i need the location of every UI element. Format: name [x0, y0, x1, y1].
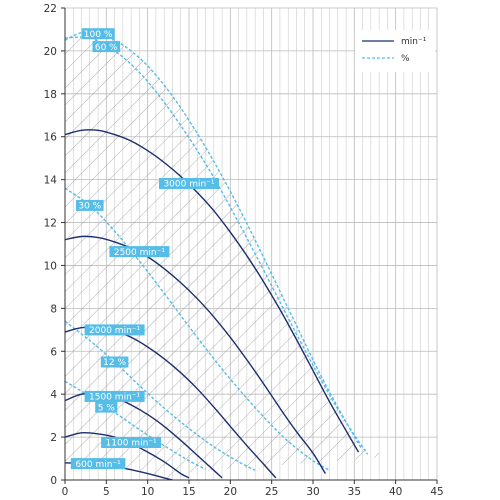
y-tick-label: 4 — [50, 389, 57, 401]
legend-box — [355, 30, 435, 72]
speed-label-3000-min: 3000 min⁻¹ — [163, 180, 214, 190]
efficiency-label-60: 60 % — [95, 43, 118, 53]
y-tick-label: 10 — [44, 260, 57, 272]
efficiency-curves — [65, 31, 369, 471]
y-tick-label: 12 — [44, 218, 57, 230]
efficiency-label-12: 12 % — [103, 358, 126, 368]
x-tick-label: 30 — [306, 486, 319, 498]
x-tick-label: 25 — [265, 486, 278, 498]
speed-label-2500-min: 2500 min⁻¹ — [114, 248, 165, 258]
efficiency-curve-100 — [65, 31, 362, 449]
efficiency-label-30: 30 % — [78, 202, 101, 212]
y-tick-label: 2 — [50, 432, 57, 444]
x-tick-label: 35 — [348, 486, 361, 498]
speed-label-600-min: 600 min⁻¹ — [75, 460, 121, 470]
efficiency-curve-30 — [65, 187, 330, 471]
y-tick-label: 6 — [50, 346, 57, 358]
speed-label-1100-min-bg — [101, 437, 162, 448]
legend-efficiency-label: % — [401, 54, 410, 64]
speed-label-2000-min: 2000 min⁻¹ — [89, 326, 140, 336]
x-tick-label: 0 — [62, 486, 69, 498]
x-tick-label: 40 — [389, 486, 402, 498]
x-tick-label: 10 — [141, 486, 154, 498]
y-tick-label: 20 — [44, 46, 57, 58]
efficiency-curve-60 — [65, 36, 369, 455]
axes: 0 5 10 15 20 25 30 35 40 45 0 2 4 6 8 10 12 14 16 18 20 22 — [44, 3, 444, 498]
legend-speed-label: min⁻¹ — [401, 37, 427, 47]
y-tick-label: 14 — [44, 175, 58, 187]
y-tick-label: 18 — [44, 89, 57, 101]
efficiency-label-5-bg — [95, 401, 118, 413]
speed-label-1500-min-bg — [84, 390, 145, 402]
y-tick-label: 0 — [50, 475, 57, 487]
x-tick-label: 45 — [430, 486, 443, 498]
operating-range-hatch — [65, 32, 393, 480]
speed-label-1500-min: 1500 min⁻¹ — [89, 393, 140, 403]
speed-label-2000-min-bg — [84, 324, 145, 336]
y-tick-label: 8 — [50, 303, 57, 315]
x-tick-label: 15 — [182, 486, 195, 498]
efficiency-curve-12 — [65, 320, 256, 471]
efficiency-label-12-bg — [100, 356, 129, 368]
efficiency-label-100-bg — [81, 28, 115, 40]
y-tick-label: 16 — [44, 132, 58, 144]
speed-label-600-min-bg — [70, 458, 126, 470]
speed-curve-2500-min — [65, 235, 326, 474]
speed-label-3000-min-bg — [159, 178, 219, 189]
efficiency-label-60-bg — [92, 41, 121, 53]
curve-labels: 600 min⁻¹ 1100 min⁻¹ 1500 min⁻¹ 2000 min⁻¹ 2… — [70, 28, 219, 470]
speed-label-1100-min: 1100 min⁻¹ — [106, 439, 157, 449]
efficiency-curve-5 — [65, 380, 206, 470]
efficiency-label-100: 100 % — [84, 30, 113, 40]
efficiency-label-5: 5 % — [98, 403, 116, 413]
x-tick-label: 5 — [103, 486, 110, 498]
legend: min⁻¹ % — [355, 30, 435, 72]
speed-label-2500-min-bg — [109, 246, 170, 258]
efficiency-label-30-bg — [76, 199, 104, 211]
y-tick-label: 22 — [44, 3, 57, 15]
x-tick-label: 20 — [224, 486, 237, 498]
speed-curve-3000-min — [65, 129, 360, 453]
